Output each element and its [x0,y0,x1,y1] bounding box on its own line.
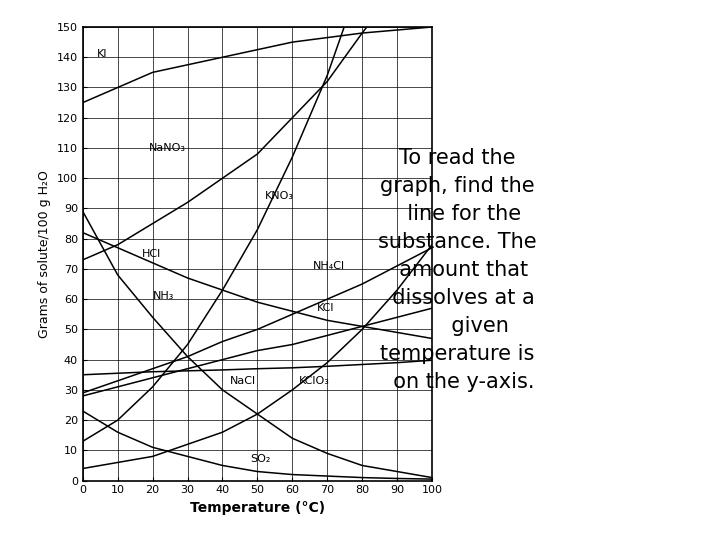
Text: NH₄Cl: NH₄Cl [313,261,346,271]
Text: KClO₃: KClO₃ [300,376,330,386]
Y-axis label: Grams of solute/100 g H₂O: Grams of solute/100 g H₂O [38,170,51,338]
Text: NaNO₃: NaNO₃ [149,143,186,153]
Text: NaCl: NaCl [230,376,256,386]
Text: KI: KI [96,49,107,59]
Text: SO₂: SO₂ [251,455,271,464]
Text: KNO₃: KNO₃ [264,191,293,201]
Text: To read the
graph, find the
  line for the
substance. The
  amount that
  dissol: To read the graph, find the line for the… [378,148,536,392]
Text: HCl: HCl [142,249,161,259]
X-axis label: Temperature (°C): Temperature (°C) [190,501,325,515]
Text: NH₃: NH₃ [153,291,174,301]
Text: KCl: KCl [317,303,334,313]
